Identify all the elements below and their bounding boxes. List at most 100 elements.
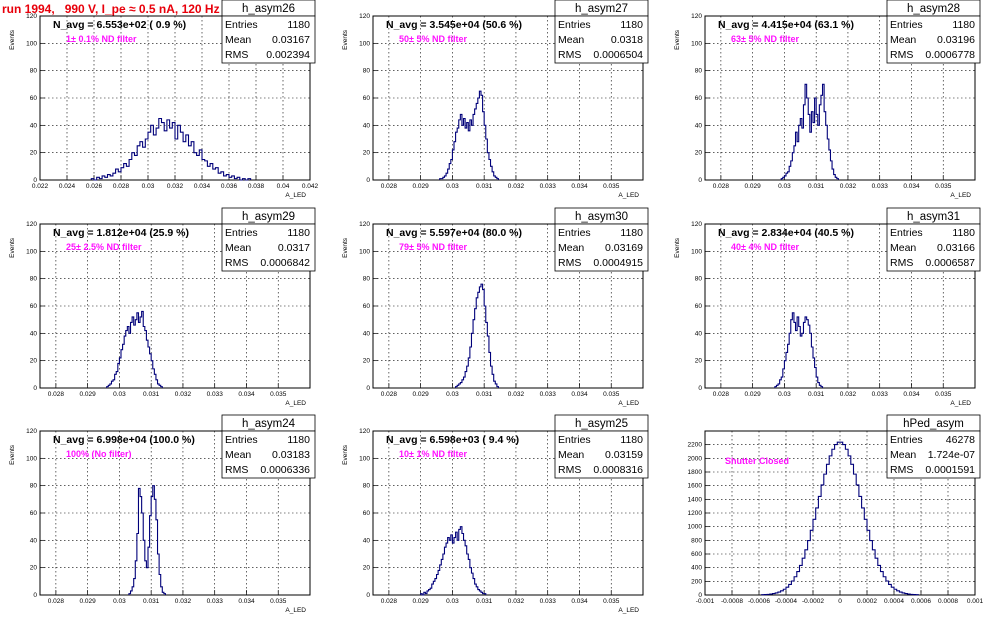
histogram-panel-hPed_asym: -0.001 -0.0008 -0.0006 -0.0004 -0.0002 0 0.000… [665,414,996,620]
y-tick-label: 40 [695,122,703,129]
y-tick-label: 0 [366,385,370,392]
histogram-svg: 0.028 0.029 0.03 0.031 0.032 0.033 0.034 0.035 0… [342,0,649,199]
y-tick-label: 1400 [688,496,703,503]
x-tick-label: 0.034 [571,598,588,605]
stats-value-entries: 46278 [946,434,975,446]
y-axis-label: Events [674,29,681,50]
y-tick-label: 0 [366,592,370,599]
x-tick-label: 0.032 [840,391,857,398]
y-tick-label: 120 [359,13,370,20]
stats-histogram-name: hPed_asym [903,418,964,430]
y-axis-label: Events [674,237,681,258]
navg-label: N_avg = 3.545e+04 (50.6 %) [386,19,522,31]
histogram-svg: -0.001 -0.0008 -0.0006 -0.0004 -0.0002 0 0.000… [688,414,984,605]
stats-value-entries: 1180 [620,19,643,31]
navg-label: N_avg = 6.998e+04 (100.0 %) [53,434,195,446]
y-tick-label: 40 [363,330,371,337]
histogram-panel-h_asym26: 0.022 0.024 0.026 0.028 0.03 0.032 0.034 0.036 0… [0,0,332,205]
y-tick-label: 120 [26,221,37,228]
x-tick-label: 0.031 [808,391,825,398]
stats-histogram-name: h_asym24 [242,418,296,430]
x-tick-label: 0.0008 [938,598,958,605]
y-tick-label: 100 [359,248,370,255]
x-tick-label: 0.001 [967,598,984,605]
y-tick-label: 60 [363,303,371,310]
stats-box: h_asym28 Entries 1180 Mean 0.03196 RMS 0.00067… [886,0,981,64]
stats-value-mean: 0.0317 [278,242,310,254]
y-tick-label: 200 [691,578,702,585]
x-tick-label: 0.03 [113,598,126,605]
stats-box: h_asym30 Entries 1180 Mean 0.03169 RMS 0.00049… [554,207,649,272]
x-tick-label: 0.029 [80,598,97,605]
x-tick-label: 0.029 [745,391,762,398]
x-tick-label: 0.033 [540,183,557,190]
stats-body [554,430,649,479]
navg-label: N_avg = 6.553e+02 ( 0.9 %) [53,19,186,31]
y-tick-label: 1600 [688,483,703,490]
stats-key-entries: Entries [890,434,923,446]
x-tick-label: 0.032 [508,391,525,398]
filter-label: 63± 5% ND filter [731,34,799,44]
histogram-svg: 0.022 0.024 0.026 0.028 0.03 0.032 0.034 0.036 0… [9,0,319,199]
x-tick-label: 0.028 [381,598,398,605]
x-axis-label: A_LED [950,192,971,199]
y-tick-label: 0 [698,177,702,184]
stats-key-rms: RMS [225,464,248,476]
histogram-svg: 0.028 0.029 0.03 0.031 0.032 0.033 0.034 0.035 0… [9,207,316,407]
navg-label: N_avg = 5.597e+04 (80.0 %) [386,227,522,239]
y-tick-label: 1800 [688,469,703,476]
filter-label: 100% (No filter) [66,449,132,459]
y-tick-label: 100 [359,455,370,462]
y-tick-label: 600 [691,551,702,558]
navg-label: N_avg = 6.598e+03 ( 9.4 %) [386,434,519,446]
x-tick-label: 0.03 [778,391,791,398]
y-tick-label: 1000 [688,524,703,531]
x-tick-label: 0.031 [476,598,493,605]
x-tick-label: 0.034 [238,598,255,605]
stats-histogram-name: h_asym28 [907,3,960,15]
stats-box: h_asym24 Entries 1180 Mean 0.03183 RMS 0.00063… [221,414,316,479]
stats-box: h_asym26 Entries 1180 Mean 0.03167 RMS 0.00239… [221,0,316,64]
stats-key-entries: Entries [225,19,258,31]
y-tick-label: 20 [695,150,703,157]
x-tick-label: 0.032 [508,183,525,190]
y-tick-label: 40 [363,122,371,129]
run-title: run 1994, 990 V, I_pe ≈ 0.5 nA, 120 Hz [2,2,220,16]
y-tick-label: 0 [33,385,37,392]
y-tick-label: 1200 [688,510,703,517]
x-tick-label: 0.029 [745,183,762,190]
y-axis-label: Events [9,237,16,258]
x-axis-label: A_LED [285,192,306,199]
y-tick-label: 60 [695,95,703,102]
stats-key-entries: Entries [558,434,591,446]
histogram-line [780,83,839,180]
y-tick-label: 0 [698,592,702,599]
x-axis-label: A_LED [950,400,971,407]
stats-key-mean: Mean [890,449,916,461]
stats-histogram-name: h_asym31 [907,211,960,223]
filter-label: 79± 5% ND filter [399,242,467,252]
y-tick-label: 60 [30,95,38,102]
stats-value-mean: 0.03196 [937,34,975,46]
stats-body [886,15,981,64]
navg-label: N_avg = 2.834e+04 (40.5 %) [718,227,854,239]
stats-key-rms: RMS [890,257,913,269]
x-tick-label: 0.028 [48,391,65,398]
histogram-panel-h_asym30: 0.028 0.029 0.03 0.031 0.032 0.033 0.034 0.035 0… [333,207,665,413]
stats-value-rms: 0.002394 [266,49,310,61]
x-axis-label: A_LED [618,400,639,407]
y-tick-label: 100 [26,248,37,255]
histogram-svg: 0.028 0.029 0.03 0.031 0.032 0.033 0.034 0.035 0… [674,0,981,199]
filter-label: 40± 4% ND filter [731,242,799,252]
stats-key-entries: Entries [225,434,258,446]
x-tick-label: 0.029 [80,391,97,398]
y-tick-label: 0 [33,177,37,184]
stats-value-mean: 0.03159 [605,449,643,461]
grid [373,224,643,388]
x-tick-label: 0.032 [175,598,192,605]
x-tick-label: 0.028 [113,183,130,190]
y-tick-label: 80 [695,68,703,75]
stats-box: h_asym27 Entries 1180 Mean 0.0318 RMS 0.000650… [554,0,649,64]
histogram-line [106,310,163,388]
y-tick-label: 80 [363,483,371,490]
